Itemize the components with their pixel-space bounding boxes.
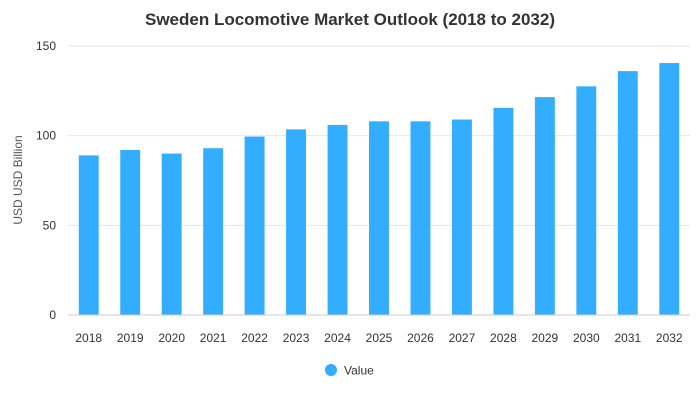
bar-2031[interactable]: [617, 71, 638, 316]
y-tick-label: 50: [43, 218, 57, 232]
x-tick-label: 2025: [366, 331, 393, 345]
bar-2023[interactable]: [286, 129, 307, 315]
x-tick-label: 2024: [324, 331, 351, 345]
x-tick-label: 2023: [283, 331, 310, 345]
y-tick-label: 100: [36, 129, 56, 143]
x-tick-label: 2027: [449, 331, 476, 345]
bar-2019[interactable]: [120, 150, 141, 315]
legend[interactable]: Value: [325, 364, 374, 378]
y-axis-ticks: 0 50 100 150: [36, 39, 56, 322]
bar-2018[interactable]: [78, 155, 99, 315]
x-tick-label: 2021: [200, 331, 227, 345]
bar-2032[interactable]: [659, 63, 680, 315]
legend-label-value[interactable]: Value: [344, 364, 374, 378]
x-tick-label: 2028: [490, 331, 517, 345]
x-tick-label: 2020: [158, 331, 185, 345]
y-tick-label: 0: [49, 308, 56, 322]
x-tick-label: 2018: [75, 331, 102, 345]
bar-2021[interactable]: [203, 148, 224, 315]
bar-2030[interactable]: [576, 86, 597, 315]
x-tick-label: 2022: [241, 331, 268, 345]
x-tick-label: 2026: [407, 331, 434, 345]
bars: [78, 63, 680, 316]
y-tick-label: 150: [36, 39, 56, 53]
bar-2020[interactable]: [161, 153, 182, 315]
bar-2026[interactable]: [410, 121, 431, 315]
bar-2027[interactable]: [451, 119, 472, 315]
x-tick-label: 2030: [573, 331, 600, 345]
bar-2022[interactable]: [244, 136, 265, 315]
legend-swatch-value[interactable]: [325, 364, 337, 376]
bar-2028[interactable]: [493, 107, 514, 316]
bar-2025[interactable]: [369, 121, 389, 315]
bar-2024[interactable]: [327, 124, 348, 315]
chart-title: Sweden Locomotive Market Outlook (2018 t…: [145, 10, 555, 29]
x-axis-ticks: 2018 2019 2020 2021 2022 2023 2024 2025 2026 2027…: [75, 331, 683, 345]
x-tick-label: 2029: [532, 331, 559, 345]
y-axis-label: USD USD Billion: [11, 135, 25, 224]
x-tick-label: 2019: [117, 331, 144, 345]
bar-2029[interactable]: [534, 97, 555, 315]
x-tick-label: 2032: [656, 331, 683, 345]
x-tick-label: 2031: [614, 331, 641, 345]
